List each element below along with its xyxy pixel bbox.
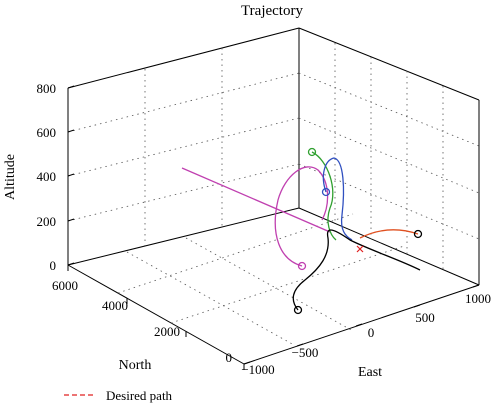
- z-tick-label: 400: [37, 169, 57, 184]
- box-edge: [67, 264, 245, 365]
- box-edge: [67, 27, 300, 89]
- tick-mark: [67, 85, 75, 89]
- east-axis-label: East: [358, 365, 382, 380]
- north-tick-label: 2000: [154, 324, 180, 339]
- grid-line: [67, 163, 300, 222]
- grid-line: [185, 237, 354, 332]
- east-tick-label: 1000: [465, 291, 491, 306]
- tick-mark: [296, 343, 304, 347]
- z-tick-label: 200: [37, 214, 57, 229]
- series-blue-line: [322, 157, 353, 241]
- grid-line: [298, 117, 480, 194]
- tick-mark: [67, 262, 75, 266]
- east-tick-label: 0: [368, 325, 375, 340]
- series-magenta-line: [181, 167, 331, 233]
- tick-marks: [67, 85, 480, 370]
- grid-line: [117, 213, 354, 294]
- z-axis-label: Altitude: [3, 154, 18, 200]
- grid-line: [126, 251, 295, 346]
- series-magenta-loop: [274, 166, 329, 267]
- grid-line: [298, 163, 480, 240]
- grid-line: [298, 72, 480, 147]
- east-tick-label: −500: [292, 345, 319, 360]
- trajectories: [181, 151, 421, 311]
- start-marker-green: [307, 147, 317, 157]
- z-tick-label: 600: [37, 125, 57, 140]
- z-tick-label: 800: [37, 81, 57, 96]
- box-edge: [298, 207, 480, 286]
- start-marker-magenta: [297, 261, 307, 271]
- box-edge: [67, 207, 300, 266]
- tick-mark: [243, 361, 251, 365]
- start-marker-orange: [413, 229, 423, 239]
- tick-mark: [67, 173, 75, 177]
- legend-desired-label: Desired path: [106, 388, 173, 403]
- z-tick-label: 0: [50, 258, 57, 273]
- start-marker-black: [293, 305, 303, 315]
- tick-mark: [67, 129, 75, 133]
- north-tick-label: 0: [226, 350, 233, 365]
- east-tick-label: −1000: [241, 362, 274, 377]
- chart-title: Trajectory: [241, 3, 303, 19]
- legend: Desired path: [64, 388, 173, 403]
- east-tick-label: 500: [415, 310, 435, 325]
- grid-line: [67, 72, 300, 133]
- grid-lines: [67, 43, 480, 346]
- tick-mark: [413, 304, 421, 308]
- target-cross-marker: [356, 245, 364, 253]
- tick-mark: [355, 323, 363, 327]
- tick-mark: [472, 284, 480, 288]
- start-marker-blue: [321, 187, 331, 197]
- north-tick-label: 6000: [52, 278, 78, 293]
- markers: [293, 147, 423, 315]
- series-black-line: [292, 229, 421, 311]
- box-edge: [298, 27, 480, 101]
- series-orange-line: [359, 229, 419, 239]
- tick-mark: [67, 218, 75, 222]
- north-axis-label: North: [119, 358, 152, 373]
- north-tick-label: 4000: [102, 298, 128, 313]
- series-green-line: [311, 151, 337, 241]
- grid-line: [67, 117, 300, 177]
- grid-line: [170, 245, 405, 324]
